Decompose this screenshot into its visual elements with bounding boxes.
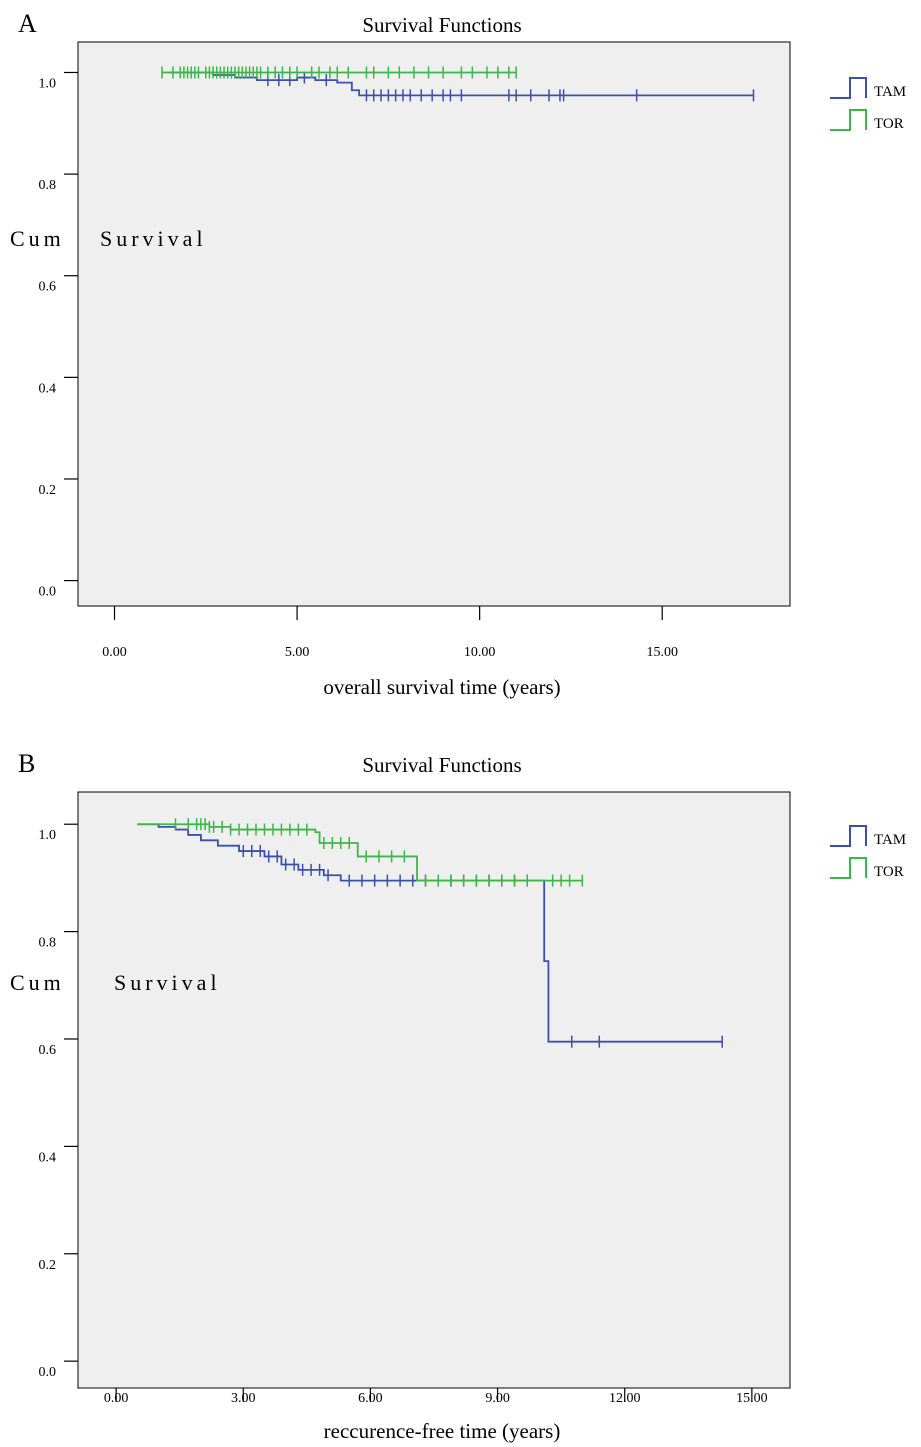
x-tick-label: 15.00 (736, 1391, 768, 1406)
y-tick-label: 1.0 (39, 828, 57, 843)
y-tick-label: 0.0 (39, 1365, 57, 1380)
chart-title: Survival Functions (362, 13, 521, 37)
y-tick-label: 0.8 (39, 936, 57, 951)
panel-b: B Survival Functions 0.0 0.2 0.4 0.6 0.8 1.0 0.0… (10, 749, 906, 1443)
y-axis-label-part: Cum (10, 226, 65, 251)
x-tick-label: 9.00 (485, 1391, 510, 1406)
x-tick-label: 12.00 (609, 1391, 641, 1406)
plot-area (77, 41, 791, 607)
y-tick-label: 0.8 (39, 178, 57, 193)
x-tick-label: 15.00 (646, 645, 678, 660)
x-axis-label: overall survival time (years) (323, 675, 560, 699)
y-tick-label: 0.2 (39, 483, 57, 498)
x-tick-label: 6.00 (358, 1391, 383, 1406)
chart-title: Survival Functions (362, 753, 521, 777)
x-tick-label: 0.00 (102, 645, 127, 660)
x-tick-label: 5.00 (285, 645, 310, 660)
series-tor (161, 66, 517, 79)
legend-label: TAM (874, 832, 906, 848)
y-axis-label-part: Survival (100, 226, 207, 251)
panel-label: B (18, 749, 35, 778)
y-axis-label-part: Cum (10, 970, 65, 995)
legend-swatch (830, 109, 867, 131)
legend-swatch (830, 825, 867, 847)
series-tor (137, 818, 584, 887)
y-axis-label-part: Survival (114, 970, 221, 995)
panel-a: A Survival Functions 0.0 0.2 0.4 0.6 0.8 1.0 0.0… (10, 9, 906, 699)
legend-label: TOR (874, 864, 904, 880)
y-tick-label: 0.6 (39, 1043, 57, 1058)
x-axis-label: reccurence-free time (years) (324, 1419, 561, 1443)
legend-swatch (830, 77, 867, 99)
y-tick-label: 0.6 (39, 280, 57, 295)
legend-label: TAM (874, 84, 906, 100)
y-tick-label: 0.0 (39, 585, 57, 600)
y-tick-label: 1.0 (39, 76, 57, 91)
y-tick-label: 0.4 (39, 381, 57, 396)
y-tick-label: 0.4 (39, 1150, 57, 1165)
y-tick-label: 0.2 (39, 1258, 57, 1273)
plot-area (77, 791, 791, 1389)
x-tick-label: 0.00 (104, 1391, 129, 1406)
legend-swatch (830, 857, 867, 879)
x-tick-label: 3.00 (231, 1391, 256, 1406)
panel-label: A (18, 9, 37, 38)
legend-label: TOR (874, 116, 904, 132)
x-tick-label: 10.00 (464, 645, 496, 660)
